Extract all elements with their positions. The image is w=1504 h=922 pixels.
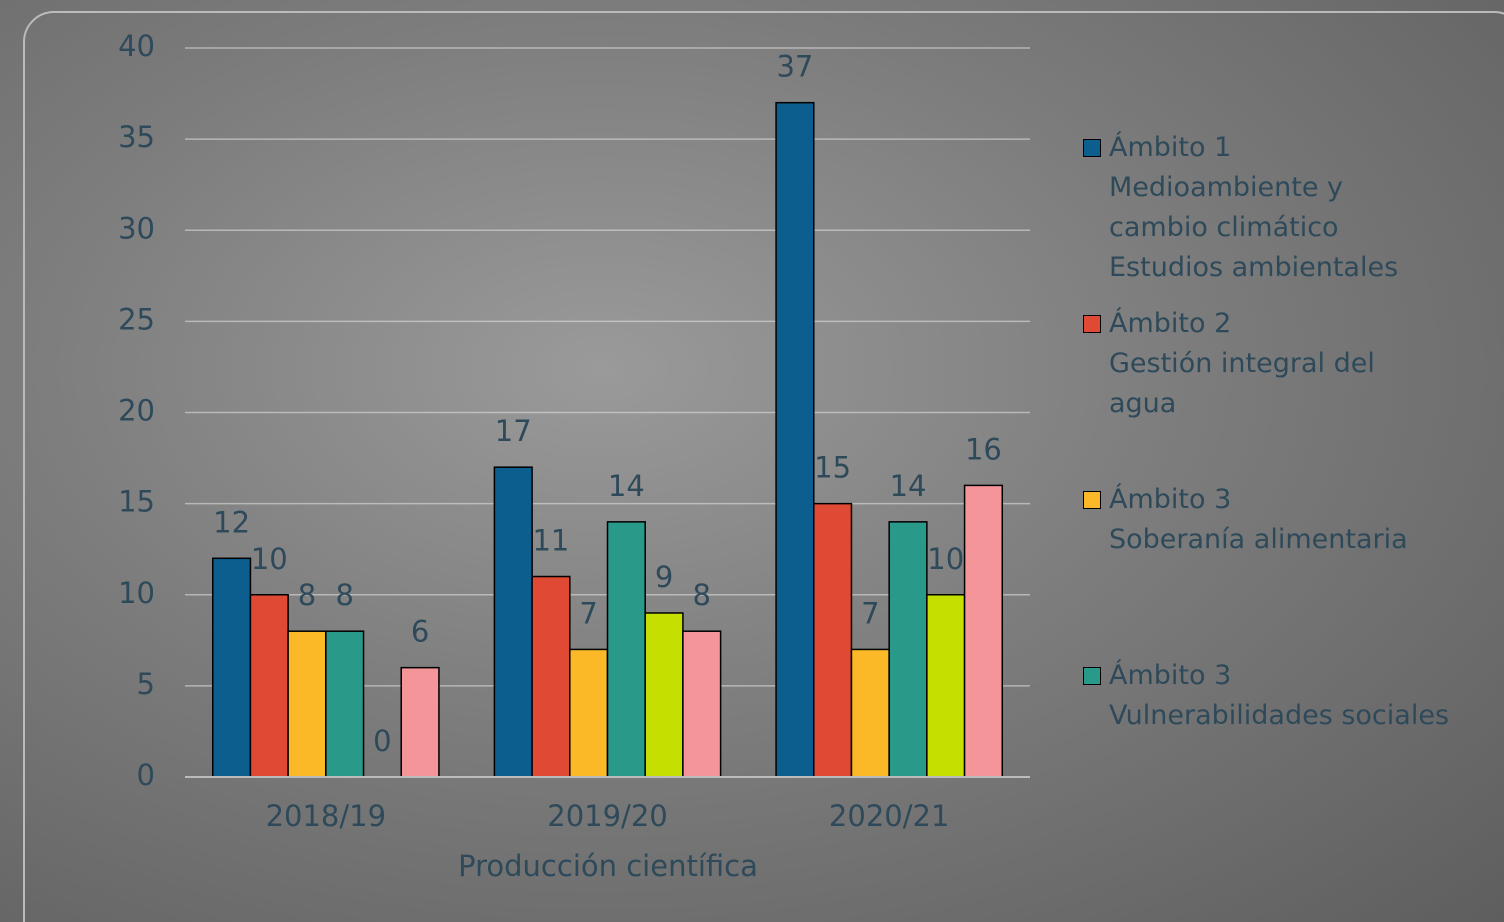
bar [927,595,965,777]
data-label: 16 [965,432,1002,466]
legend-swatch [1083,139,1101,157]
bar [570,649,608,777]
legend-head: Ámbito 3 [1083,480,1483,520]
legend-description: Medioambiente y cambio climático [1083,168,1449,248]
data-label: 9 [655,560,673,594]
y-tick-label: 20 [118,394,155,428]
bar [814,504,852,777]
y-tick-label: 30 [118,211,155,245]
legend-entry: Ámbito 3 Soberanía alimentaria [1083,480,1483,560]
legend-swatch [1083,315,1101,333]
bar [213,558,251,777]
data-label: 8 [298,578,316,612]
page: Producción científica 0 5 10 15 20 25 30 35 40 20… [0,0,1504,922]
legend-description: Gestión integral del agua [1083,344,1449,424]
bar [965,485,1003,777]
bar [889,522,927,777]
legend-entry: Ámbito 1 Medioambiente y cambio climático… [1083,128,1483,288]
legend-swatch [1083,667,1101,685]
data-label: 14 [608,469,645,503]
legend-label: Ámbito 3 [1109,484,1231,515]
bar [645,613,683,777]
data-label: 12 [213,505,250,539]
legend-description: Soberanía alimentaria [1083,520,1449,560]
legend-label: Ámbito 2 [1109,308,1231,339]
legend-swatch [1083,491,1101,509]
x-tick-label: 2019/20 [547,799,667,833]
bar [608,522,646,777]
y-tick-label: 25 [118,302,155,336]
bar [494,467,532,777]
y-tick-label: 15 [118,485,155,519]
bar [326,631,364,777]
bar [532,577,570,777]
data-label: 8 [335,578,353,612]
data-label: 17 [495,414,532,448]
legend-entry: Ámbito 2 Gestión integral del agua [1083,304,1483,424]
data-label: 37 [776,50,813,84]
y-tick-label: 0 [137,758,155,792]
bar [683,631,721,777]
legend-head: Ámbito 3 [1083,656,1483,696]
bar [851,649,889,777]
data-label: 11 [532,524,569,558]
legend-label: Ámbito 3 [1109,660,1231,691]
data-label: 14 [890,469,927,503]
data-label: 7 [579,596,597,630]
y-tick-label: 40 [118,29,155,63]
data-label: 10 [927,542,964,576]
x-tick-label: 2020/21 [829,799,949,833]
legend-label: Ámbito 1 [1109,132,1231,163]
legend-head: Ámbito 1 [1083,128,1483,168]
bar [401,668,439,777]
data-label: 6 [411,615,429,649]
bar [250,595,288,777]
data-label: 10 [251,542,288,576]
y-tick-label: 10 [118,576,155,610]
y-tick-label: 5 [137,667,155,701]
y-tick-label: 35 [118,120,155,154]
x-axis-title: Producción científica [458,849,758,883]
data-label: 7 [861,596,879,630]
legend-description: Estudios ambientales [1083,248,1449,288]
data-label: 8 [693,578,711,612]
bar [288,631,326,777]
bar [776,103,814,777]
data-label: 0 [373,724,391,758]
x-tick-label: 2018/19 [266,799,386,833]
legend-head: Ámbito 2 [1083,304,1483,344]
data-label: 15 [814,451,851,485]
legend-description: Vulnerabilidades sociales [1083,696,1449,736]
legend-entry: Ámbito 3 Vulnerabilidades sociales [1083,656,1483,736]
